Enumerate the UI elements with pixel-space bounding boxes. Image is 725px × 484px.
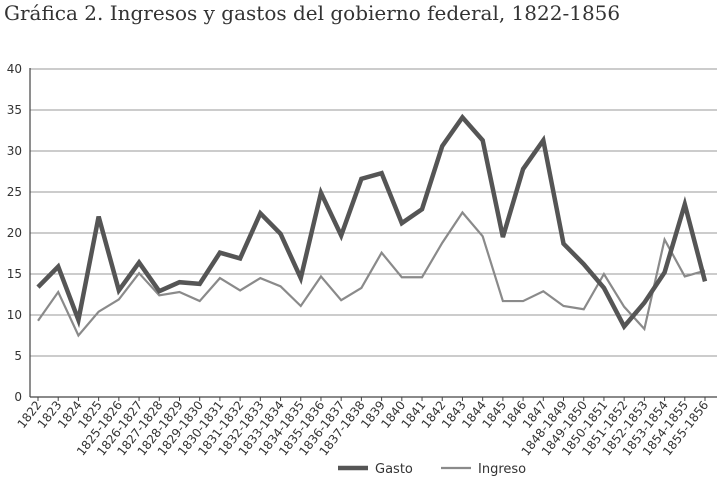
grid-lines (30, 68, 717, 357)
axes (29, 68, 717, 401)
y-tick-label: 20 (7, 226, 22, 240)
series-lines (36, 113, 708, 338)
y-tick-label: 40 (7, 62, 22, 76)
y-tick-label: 30 (7, 144, 22, 158)
series-line-gasto (36, 113, 708, 331)
y-tick-label: 35 (7, 103, 22, 117)
legend-label-gasto: Gasto (375, 462, 413, 477)
x-tick-labels: 18221823182418251825-18261826-18271827-1… (15, 398, 712, 458)
y-tick-label: 25 (7, 185, 22, 199)
y-tick-label: 10 (7, 308, 22, 322)
y-tick-label: 0 (14, 390, 22, 404)
y-tick-labels: 0 5 10 15 20 25 30 35 40 (7, 62, 22, 404)
y-tick-label: 5 (14, 349, 22, 363)
chart-title: Gráfica 2. Ingresos y gastos del gobiern… (4, 1, 621, 25)
series-line-ingreso (37, 210, 706, 338)
legend-label-ingreso: Ingreso (478, 462, 526, 477)
y-tick-label: 15 (7, 267, 22, 281)
legend: Gasto Ingreso (338, 462, 526, 477)
